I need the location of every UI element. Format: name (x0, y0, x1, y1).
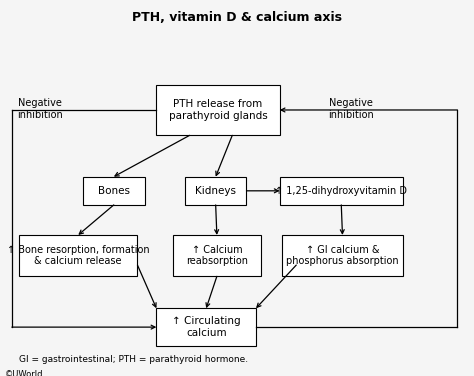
Text: ↑ GI calcium &
phosphorus absorption: ↑ GI calcium & phosphorus absorption (286, 245, 399, 267)
Text: ↑ Bone resorption, formation
& calcium release: ↑ Bone resorption, formation & calcium r… (7, 245, 149, 267)
Text: PTH, vitamin D & calcium axis: PTH, vitamin D & calcium axis (132, 11, 342, 24)
FancyBboxPatch shape (19, 235, 137, 276)
Text: PTH release from
parathyroid glands: PTH release from parathyroid glands (169, 99, 267, 121)
Text: Negative
inhibition: Negative inhibition (18, 98, 63, 120)
FancyBboxPatch shape (282, 235, 403, 276)
FancyBboxPatch shape (156, 85, 280, 135)
Text: ↑ 1,25-dihydroxyvitamin D: ↑ 1,25-dihydroxyvitamin D (275, 186, 407, 196)
Text: Negative
inhibition: Negative inhibition (328, 98, 374, 120)
FancyBboxPatch shape (173, 235, 261, 276)
Text: ©UWorld: ©UWorld (5, 370, 43, 376)
Text: Bones: Bones (98, 186, 130, 196)
FancyBboxPatch shape (156, 308, 256, 346)
FancyBboxPatch shape (83, 177, 145, 205)
FancyBboxPatch shape (280, 177, 403, 205)
Text: GI = gastrointestinal; PTH = parathyroid hormone.: GI = gastrointestinal; PTH = parathyroid… (19, 355, 248, 364)
Text: ↑ Circulating
calcium: ↑ Circulating calcium (172, 316, 240, 338)
Text: ↑ Calcium
reabsorption: ↑ Calcium reabsorption (186, 245, 248, 267)
FancyBboxPatch shape (185, 177, 246, 205)
Text: Kidneys: Kidneys (195, 186, 236, 196)
